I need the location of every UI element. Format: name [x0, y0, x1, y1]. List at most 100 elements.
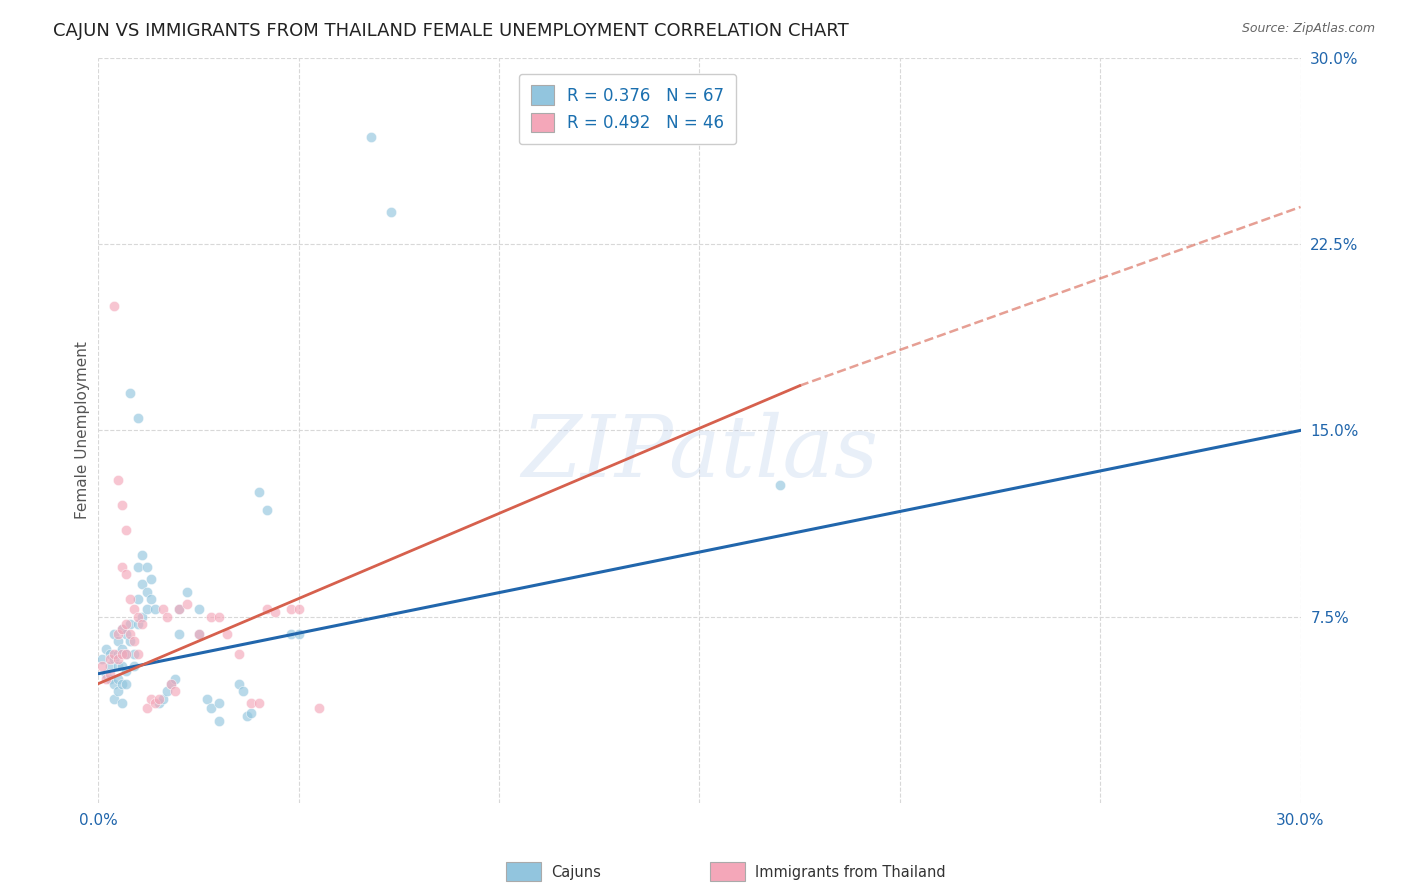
- Point: [228, 676, 250, 690]
- Point: [111, 697, 134, 711]
- Point: [135, 560, 157, 574]
- Point: [280, 627, 302, 641]
- Point: [124, 634, 146, 648]
- Point: [155, 684, 177, 698]
- Point: [111, 622, 134, 636]
- Point: [143, 697, 166, 711]
- Point: [111, 641, 134, 656]
- Point: [215, 627, 238, 641]
- Point: [107, 473, 129, 487]
- Point: [256, 503, 278, 517]
- Point: [96, 672, 118, 686]
- Point: [107, 634, 129, 648]
- Point: [100, 647, 122, 661]
- Point: [208, 609, 231, 624]
- Point: [107, 652, 129, 666]
- Point: [128, 617, 150, 632]
- Point: [187, 602, 209, 616]
- Text: CAJUN VS IMMIGRANTS FROM THAILAND FEMALE UNEMPLOYMENT CORRELATION CHART: CAJUN VS IMMIGRANTS FROM THAILAND FEMALE…: [53, 22, 849, 40]
- Point: [195, 691, 218, 706]
- Point: [111, 676, 134, 690]
- Point: [128, 609, 150, 624]
- Point: [115, 567, 138, 582]
- Point: [163, 684, 186, 698]
- Point: [139, 573, 162, 587]
- Point: [128, 592, 150, 607]
- Point: [159, 676, 181, 690]
- Point: [115, 676, 138, 690]
- Point: [115, 647, 138, 661]
- Point: [91, 652, 114, 666]
- Point: [200, 701, 222, 715]
- Point: [91, 659, 114, 673]
- Point: [768, 478, 790, 492]
- Point: [288, 627, 311, 641]
- Point: [107, 672, 129, 686]
- Point: [155, 609, 177, 624]
- Point: [200, 609, 222, 624]
- Point: [96, 666, 118, 681]
- Point: [247, 697, 270, 711]
- Point: [124, 647, 146, 661]
- Text: ZIPatlas: ZIPatlas: [520, 411, 879, 494]
- Point: [100, 652, 122, 666]
- Point: [111, 498, 134, 512]
- Point: [148, 691, 170, 706]
- Point: [256, 602, 278, 616]
- Point: [167, 627, 190, 641]
- Point: [135, 584, 157, 599]
- Text: Source: ZipAtlas.com: Source: ZipAtlas.com: [1241, 22, 1375, 36]
- Point: [120, 386, 142, 401]
- Point: [131, 609, 153, 624]
- Point: [135, 602, 157, 616]
- Point: [103, 299, 125, 313]
- Point: [159, 676, 181, 690]
- Point: [239, 697, 262, 711]
- Point: [115, 617, 138, 632]
- Point: [163, 672, 186, 686]
- Point: [96, 641, 118, 656]
- Point: [143, 602, 166, 616]
- Point: [208, 714, 231, 728]
- Point: [120, 592, 142, 607]
- Point: [232, 684, 254, 698]
- Point: [100, 672, 122, 686]
- Point: [120, 634, 142, 648]
- Point: [128, 411, 150, 425]
- Point: [187, 627, 209, 641]
- Point: [103, 652, 125, 666]
- Point: [135, 701, 157, 715]
- Point: [111, 560, 134, 574]
- Legend: R = 0.376   N = 67, R = 0.492   N = 46: R = 0.376 N = 67, R = 0.492 N = 46: [519, 74, 735, 144]
- Point: [111, 647, 134, 661]
- Point: [176, 597, 198, 611]
- Point: [120, 617, 142, 632]
- Point: [380, 205, 402, 219]
- Y-axis label: Female Unemployment: Female Unemployment: [75, 342, 90, 519]
- Point: [228, 647, 250, 661]
- Point: [308, 701, 330, 715]
- Point: [115, 627, 138, 641]
- Point: [187, 627, 209, 641]
- Point: [152, 602, 174, 616]
- Point: [239, 706, 262, 721]
- Point: [247, 485, 270, 500]
- Point: [128, 560, 150, 574]
- Point: [128, 647, 150, 661]
- Point: [107, 684, 129, 698]
- Point: [115, 523, 138, 537]
- Point: [167, 602, 190, 616]
- Point: [176, 584, 198, 599]
- Point: [148, 697, 170, 711]
- Point: [263, 605, 285, 619]
- Point: [208, 697, 231, 711]
- Point: [115, 664, 138, 678]
- Point: [124, 602, 146, 616]
- Point: [288, 602, 311, 616]
- Text: Cajuns: Cajuns: [551, 865, 600, 880]
- Point: [124, 659, 146, 673]
- Point: [167, 602, 190, 616]
- Point: [131, 548, 153, 562]
- Point: [235, 709, 257, 723]
- Point: [115, 647, 138, 661]
